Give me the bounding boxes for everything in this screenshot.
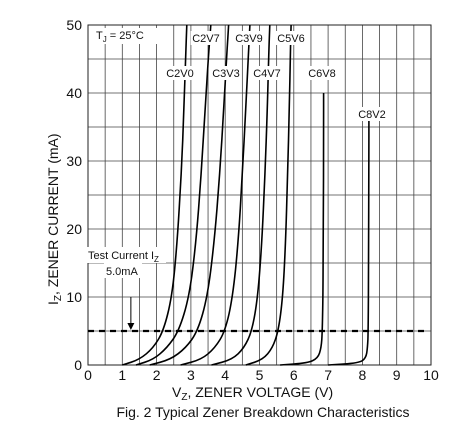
test-current-label-bg (86, 247, 166, 263)
series-curve (180, 24, 251, 366)
test-current-label: Test Current IZ (88, 250, 159, 264)
series-curve (122, 24, 188, 366)
temperature-label: TJ = 25°C (96, 30, 144, 44)
series-label-bg (356, 107, 388, 121)
x-tick-label: 5 (256, 367, 264, 383)
series-curve (245, 24, 292, 366)
y-tick-label: 10 (66, 289, 82, 305)
x-axis-title-sub: Z (181, 392, 187, 403)
x-tick-label: 4 (221, 367, 229, 383)
x-tick-label: 2 (153, 367, 161, 383)
x-tick-label: 6 (290, 367, 298, 383)
series-label: C3V3 (212, 68, 240, 80)
figure-caption: Fig. 2 Typical Zener Breakdown Character… (116, 404, 409, 420)
y-tick-label: 0 (74, 357, 82, 373)
x-tick-label: 0 (84, 367, 92, 383)
y-axis-title: IZ, ZENER CURRENT (mA) (45, 133, 64, 305)
test-current-arrow-head (127, 323, 135, 330)
y-tick-label: 40 (66, 85, 82, 101)
test-current-value-bg (104, 263, 142, 278)
series-label: C8V2 (358, 109, 386, 121)
y-axis-title-sub: Z (53, 295, 64, 301)
x-tick-label: 1 (118, 367, 126, 383)
series-label: C2V7 (192, 33, 220, 45)
series-label: C5V6 (277, 33, 305, 45)
series-label-bg (210, 66, 242, 80)
y-axis-title-suffix: , ZENER CURRENT (mA) (45, 133, 61, 295)
temperature-label-bg (93, 28, 157, 44)
series-curve (135, 24, 212, 366)
series-curve (328, 113, 370, 366)
temperature-sub: J (103, 35, 107, 44)
x-tick-label: 3 (187, 367, 195, 383)
series-curve (211, 24, 271, 366)
series-label-bg (275, 31, 307, 45)
temperature-suffix: = 25°C (107, 30, 144, 42)
tick-labels: 0 1 2 3 4 5 6 7 8 9 10 0 10 20 30 40 50 (66, 17, 439, 383)
test-current-sub: Z (154, 255, 159, 264)
x-axis-title-prefix: V (172, 384, 182, 400)
series-label-bg (306, 66, 338, 80)
series-label: C6V8 (308, 68, 336, 80)
series-label-bg (233, 31, 265, 45)
y-tick-label: 50 (66, 17, 82, 33)
series-curves (122, 24, 370, 366)
x-axis-title: VZ, ZENER VOLTAGE (V) (172, 384, 333, 403)
x-tick-label: 8 (359, 367, 367, 383)
temperature-prefix: T (96, 30, 103, 42)
x-tick-label: 7 (324, 367, 332, 383)
grid (87, 24, 432, 366)
series-curve (280, 93, 325, 366)
series-labels: C2V0 C2V7 C3V3 C3V9 C4V7 C5V6 C6V8 C8V2 (164, 31, 388, 121)
x-tick-label: 10 (423, 367, 439, 383)
x-axis-title-suffix: , ZENER VOLTAGE (V) (187, 384, 333, 400)
y-tick-label: 20 (66, 221, 82, 237)
test-current-value: 5.0mA (106, 266, 138, 278)
series-label-bg (190, 31, 222, 45)
series-label: C3V9 (235, 33, 263, 45)
series-label-bg (251, 66, 283, 80)
series-label-bg (164, 66, 196, 80)
y-axis-title-prefix: I (45, 301, 61, 305)
series-curve (149, 24, 230, 366)
plot-frame (87, 24, 432, 366)
x-tick-label: 9 (393, 367, 401, 383)
test-current-prefix: Test Current I (88, 250, 154, 262)
series-label: C4V7 (253, 68, 281, 80)
series-label: C2V0 (166, 68, 194, 80)
y-tick-label: 30 (66, 153, 82, 169)
